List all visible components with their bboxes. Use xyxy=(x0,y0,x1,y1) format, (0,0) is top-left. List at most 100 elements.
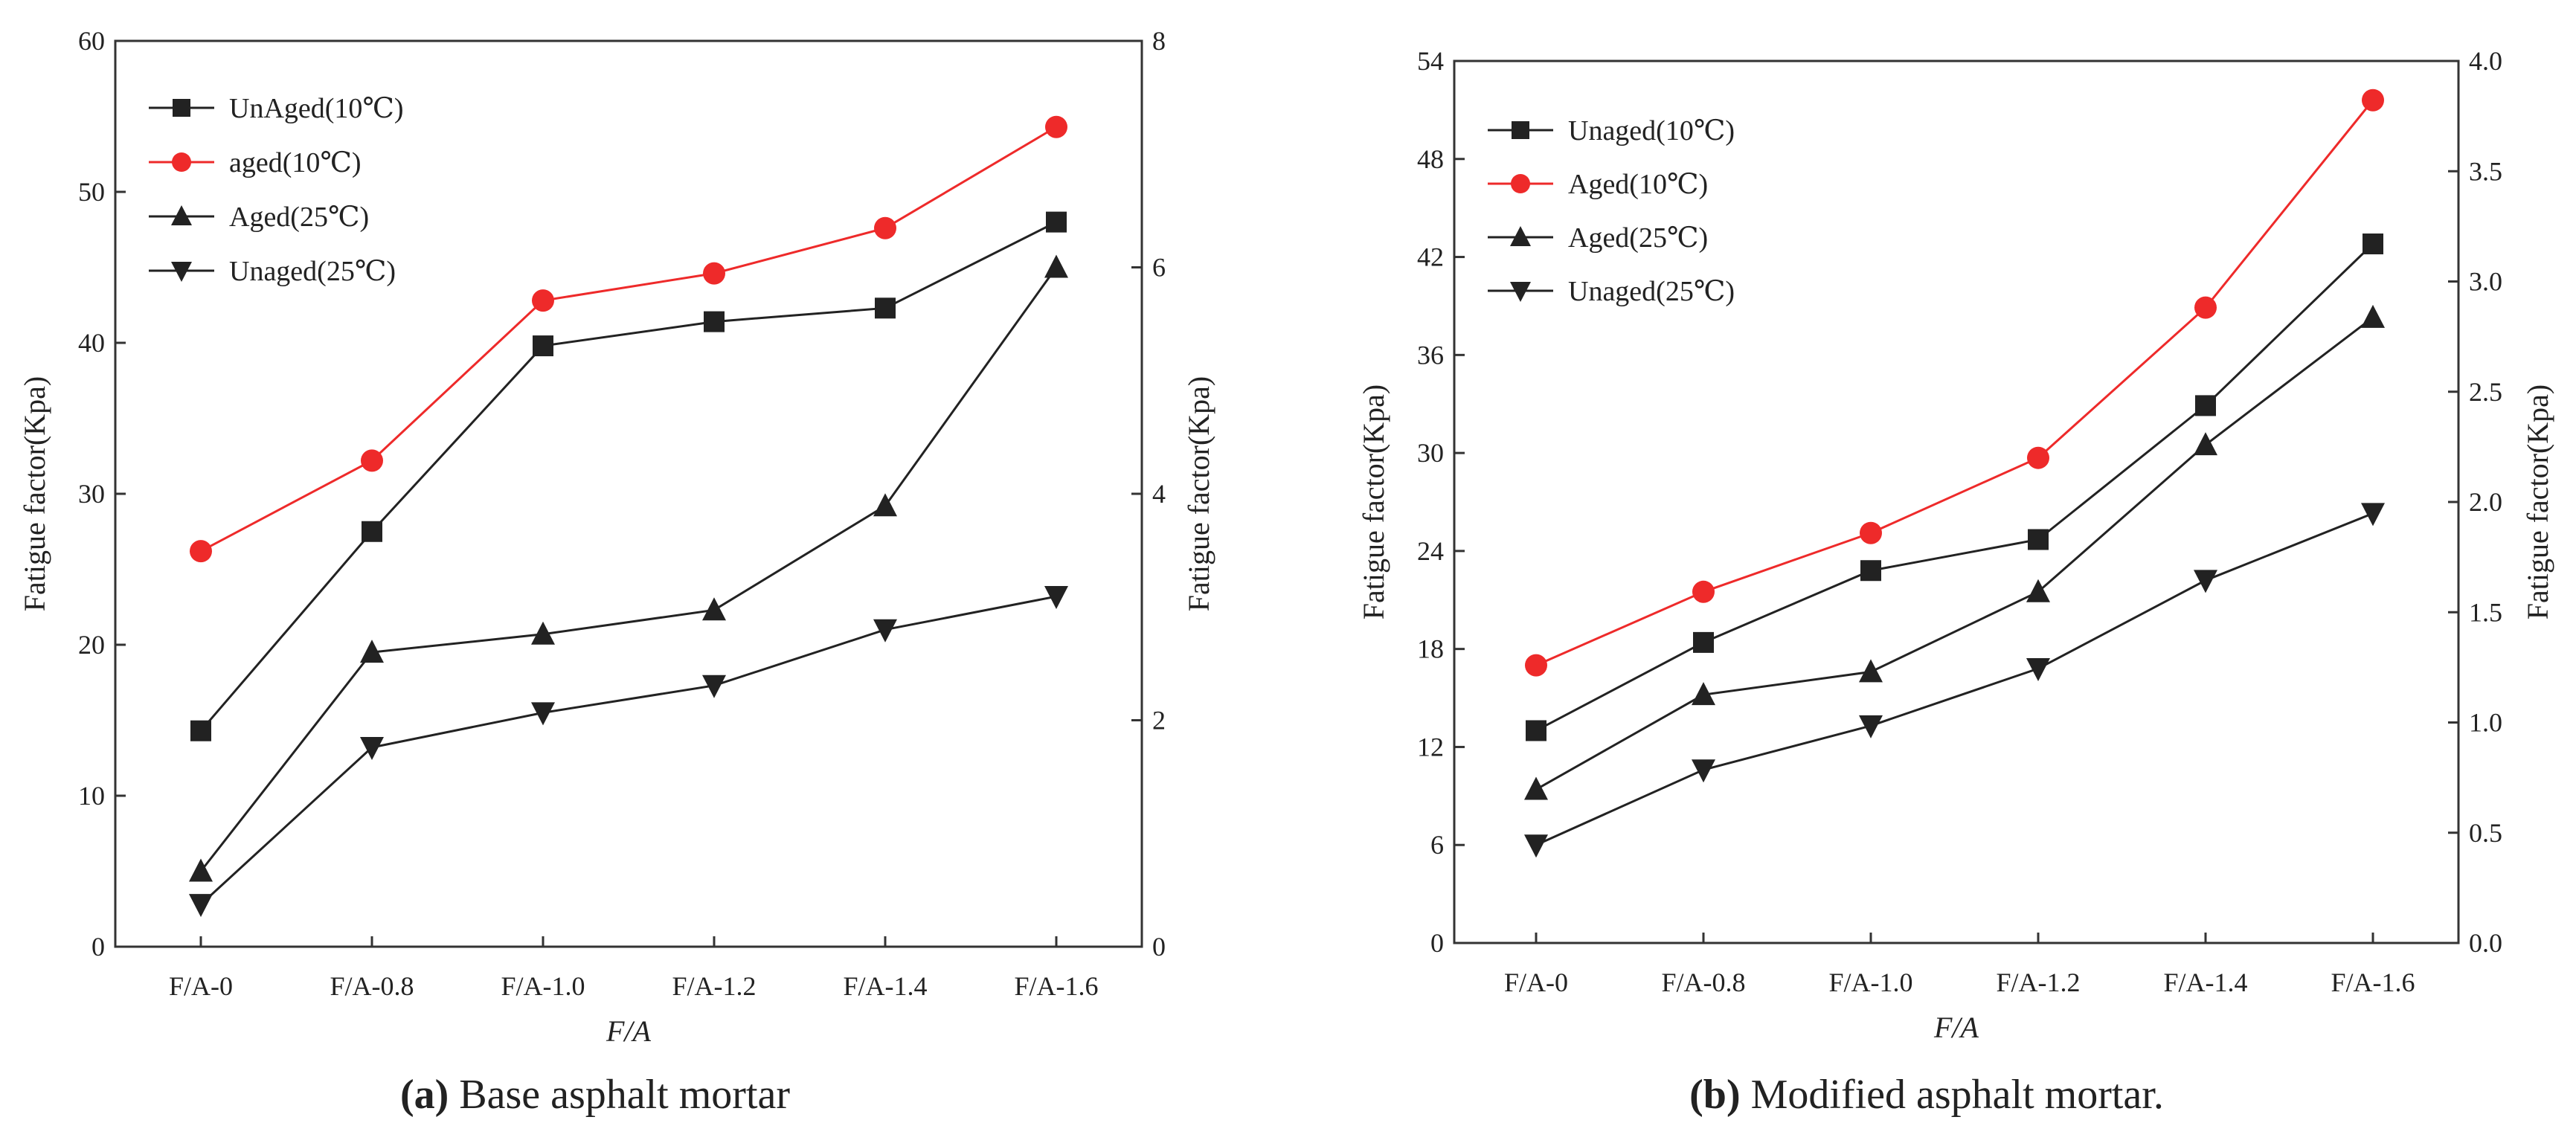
data-point xyxy=(1046,211,1067,233)
x-axis-label-a: F/A xyxy=(606,1014,652,1048)
x-tick-label: F/A-1.6 xyxy=(2331,968,2415,997)
x-tick-label: F/A-1.6 xyxy=(1014,971,1098,1001)
legend-marker xyxy=(172,152,191,172)
legend-label: aged(10℃) xyxy=(229,147,362,178)
y-tick-label: 48 xyxy=(1417,144,1444,174)
series-line-4 xyxy=(1535,512,2374,846)
data-point xyxy=(531,621,555,645)
data-point xyxy=(2194,570,2217,593)
data-point xyxy=(533,335,553,357)
x-tick-label: F/A-1.4 xyxy=(2163,968,2247,997)
y-tick-label: 20 xyxy=(78,630,105,660)
data-point xyxy=(2027,446,2049,469)
chart-panel-b: 0 6 12 18 24 30 36 42 48 54 0.0 0.5 1.0 1.5 2.0 2.5 3.0… xyxy=(1357,46,2554,1118)
series-group-b xyxy=(1524,88,2385,858)
y-tick-label: 0 xyxy=(91,932,105,962)
caption-b: (b) Modified asphalt mortar. xyxy=(1689,1072,2164,1118)
data-point xyxy=(704,311,725,332)
series-line-3 xyxy=(1535,316,2374,791)
y-tick-label-right: 8 xyxy=(1152,26,1166,56)
y-axis-label-left-a: Fatigue factor(Kpa) xyxy=(18,376,51,612)
y-tick-label: 18 xyxy=(1417,634,1444,664)
series-line-1 xyxy=(199,221,1057,732)
y-tick-label: 60 xyxy=(78,26,105,56)
series-group-a xyxy=(189,115,1068,918)
legend-marker xyxy=(1510,282,1531,302)
y-tick-label-right: 1.0 xyxy=(2469,708,2502,738)
x-tick-label: F/A-0.8 xyxy=(330,971,414,1001)
y-tick-label-right: 2 xyxy=(1152,706,1166,735)
caption-text-a: Base asphalt mortar xyxy=(449,1072,790,1118)
series-line-3 xyxy=(199,266,1058,872)
x-tick-label: F/A-1.2 xyxy=(1996,968,2080,997)
data-point xyxy=(1692,759,1715,783)
y-tick-label-right: 0 xyxy=(1152,932,1166,962)
caption-a: (a) Base asphalt mortar xyxy=(400,1072,790,1118)
data-point xyxy=(1525,654,1547,677)
data-point xyxy=(360,737,384,761)
data-point xyxy=(189,894,213,918)
data-point xyxy=(2026,579,2050,602)
data-point xyxy=(2362,88,2384,112)
series-line-1 xyxy=(1535,242,2374,732)
data-point xyxy=(531,702,555,726)
y-tick-label-right: 3.5 xyxy=(2469,156,2502,186)
data-point xyxy=(1859,715,1883,738)
x-tick-label: F/A-1.4 xyxy=(843,971,927,1001)
data-point xyxy=(875,297,896,319)
y-tick-label: 54 xyxy=(1417,46,1444,76)
data-point xyxy=(1693,631,1714,653)
y-axis-label-right-a: Fatigue factor(Kpa) xyxy=(1182,376,1215,612)
y-tick-label: 30 xyxy=(78,479,105,509)
data-point xyxy=(702,675,726,698)
data-point xyxy=(873,619,897,643)
y-tick-label-right: 2.5 xyxy=(2469,377,2502,407)
x-tick-label: F/A-1.2 xyxy=(672,971,756,1001)
y-ticks-left-a: 0 10 20 30 40 50 60 xyxy=(78,26,126,962)
y-tick-label: 10 xyxy=(78,781,105,811)
x-tick-label: F/A-1.0 xyxy=(501,971,585,1001)
data-point xyxy=(2361,503,2385,527)
x-ticks-b: F/A-0 F/A-0.8 F/A-1.0 F/A-1.2 F/A-1.4 F/A-1.6 xyxy=(1504,933,2415,997)
y-tick-label-right: 6 xyxy=(1152,253,1166,283)
data-point xyxy=(1526,720,1546,741)
data-point xyxy=(2028,529,2049,550)
x-axis-label-b: F/A xyxy=(1933,1011,1979,1044)
y-tick-label-right: 4.0 xyxy=(2469,46,2502,76)
y-tick-label: 40 xyxy=(78,328,105,358)
series-line-2 xyxy=(1535,99,2374,667)
series-line-4 xyxy=(199,595,1057,906)
legend-label: Aged(25℃) xyxy=(1568,222,1708,254)
legend-marker xyxy=(1512,121,1529,139)
data-point xyxy=(1692,580,1715,603)
y-tick-label: 0 xyxy=(1430,928,1444,958)
legend-a: UnAged(10℃) aged(10℃) Aged(25℃) Unaged(25℃) xyxy=(149,93,404,287)
data-point xyxy=(873,493,897,517)
y-ticks-right-a: 0 2 4 6 8 xyxy=(1131,26,1166,962)
y-tick-label-right: 1.5 xyxy=(2469,597,2502,627)
caption-letter-a: (a) xyxy=(400,1072,449,1118)
legend-label: Unaged(25℃) xyxy=(1568,276,1735,307)
data-point xyxy=(189,858,213,882)
legend-label: Aged(10℃) xyxy=(1568,169,1708,200)
x-tick-label: F/A-0.8 xyxy=(1661,968,1745,997)
legend-marker xyxy=(1511,174,1530,193)
caption-text-b: Modified asphalt mortar. xyxy=(1741,1072,2164,1118)
data-point xyxy=(2194,296,2217,319)
y-tick-label-right: 4 xyxy=(1152,479,1166,509)
y-ticks-right-b: 0.0 0.5 1.0 1.5 2.0 2.5 3.0 3.5 4.0 xyxy=(2448,46,2502,958)
y-axis-label-left-b: Fatigue factor(Kpa) xyxy=(1357,384,1390,620)
legend-marker xyxy=(171,262,192,282)
legend-marker xyxy=(171,205,192,225)
data-point xyxy=(874,216,896,239)
y-tick-label-right: 0.5 xyxy=(2469,818,2502,848)
data-point xyxy=(2195,395,2216,416)
data-point xyxy=(2363,233,2383,254)
x-tick-label: F/A-0 xyxy=(169,971,233,1001)
legend-b: Unaged(10℃) Aged(10℃) Aged(25℃) Unaged(25℃) xyxy=(1488,115,1735,307)
legend-label: Aged(25℃) xyxy=(229,202,369,233)
x-tick-label: F/A-1.0 xyxy=(1828,968,1912,997)
data-point xyxy=(1692,682,1715,706)
